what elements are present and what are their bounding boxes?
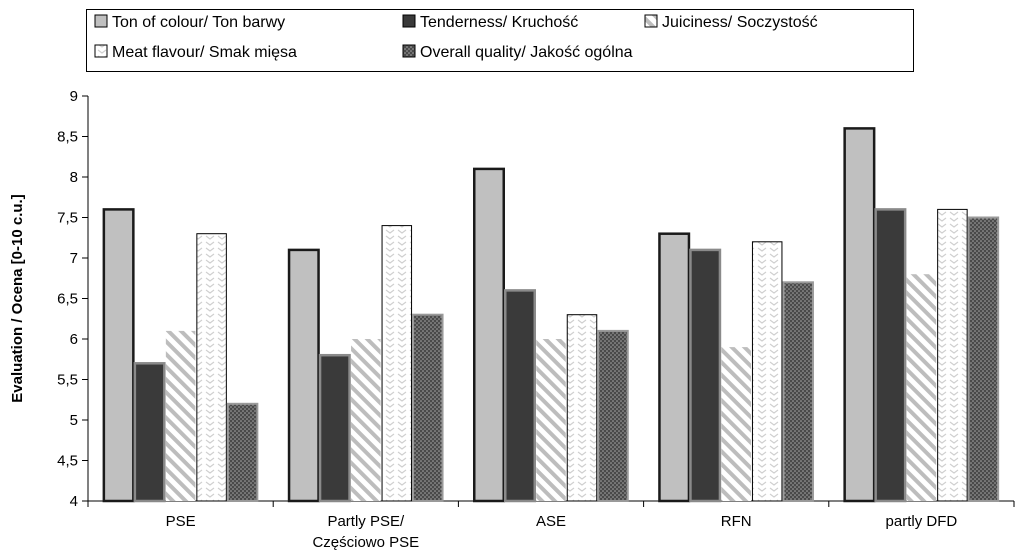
- legend-label-3: Juiciness/ Soczystość: [662, 14, 818, 31]
- category-label: ASE: [536, 513, 566, 530]
- legend-label-4: Meat flavour/ Smak mięsa: [112, 44, 297, 61]
- bar-5-1: [226, 402, 259, 502]
- legend-label-2: Tenderness/ Kruchość: [420, 14, 578, 31]
- category-label: Partly PSE/Częściowo PSE: [312, 513, 419, 551]
- bar-5-3: [597, 329, 629, 502]
- legend-label-5: Overall quality/ Jakość ogólna: [420, 44, 633, 61]
- y-tick-label: 5,5: [57, 372, 78, 389]
- legend-swatch-3: [644, 14, 658, 28]
- y-tick-label: 6,5: [57, 291, 78, 308]
- bar-4-4: [751, 241, 783, 502]
- bar-3-3: [536, 339, 566, 501]
- bar-1-5: [843, 127, 876, 503]
- bar-2-4: [689, 248, 722, 503]
- y-tick-label: 4,5: [57, 453, 78, 470]
- bar-1-4: [658, 232, 691, 503]
- bar-3-1: [165, 330, 196, 501]
- bar-5-5: [967, 216, 1000, 502]
- bar-1-2: [287, 248, 320, 503]
- category-label: RFN: [721, 513, 752, 530]
- bar-4-2: [381, 225, 413, 502]
- bar-3-2: [351, 339, 381, 501]
- y-axis-title: Evaluation / Ocena [0-10 c.u.]: [9, 194, 26, 402]
- bar-3-5: [906, 274, 937, 501]
- bar-5-2: [412, 313, 444, 503]
- bar-3-4: [721, 347, 751, 501]
- category-label: partly DFD: [886, 513, 958, 530]
- bar-5-4: [782, 281, 814, 502]
- y-tick-label: 8,5: [57, 129, 78, 146]
- bar-2-5: [874, 208, 907, 503]
- legend-label-1: Ton of colour/ Ton barwy: [112, 14, 285, 31]
- bars: [102, 127, 1000, 503]
- category-label: PSE: [166, 513, 196, 530]
- y-tick-label: 5: [70, 412, 78, 429]
- bar-2-3: [504, 289, 536, 503]
- bar-2-1: [133, 362, 166, 503]
- bar-4-1: [196, 233, 227, 502]
- y-tick-label: 8: [70, 169, 78, 186]
- y-tick-label: 6: [70, 331, 78, 348]
- y-tick-label: 7,5: [57, 210, 78, 227]
- bar-4-5: [937, 208, 968, 502]
- legend-swatch-1: [94, 14, 108, 28]
- y-tick-label: 4: [70, 493, 78, 510]
- legend-box: [86, 9, 914, 72]
- bar-4-3: [566, 314, 598, 502]
- y-tick-label: 7: [70, 250, 78, 267]
- bar-1-3: [473, 167, 505, 503]
- bar-2-2: [318, 353, 351, 503]
- y-tick-label: 9: [70, 88, 78, 105]
- legend-swatch-5: [402, 44, 416, 58]
- legend-swatch-4: [94, 44, 108, 58]
- legend: Ton of colour/ Ton barwy Tenderness/ Kruc…: [86, 9, 914, 72]
- legend-swatch-2: [402, 14, 416, 28]
- bar-1-1: [102, 208, 135, 503]
